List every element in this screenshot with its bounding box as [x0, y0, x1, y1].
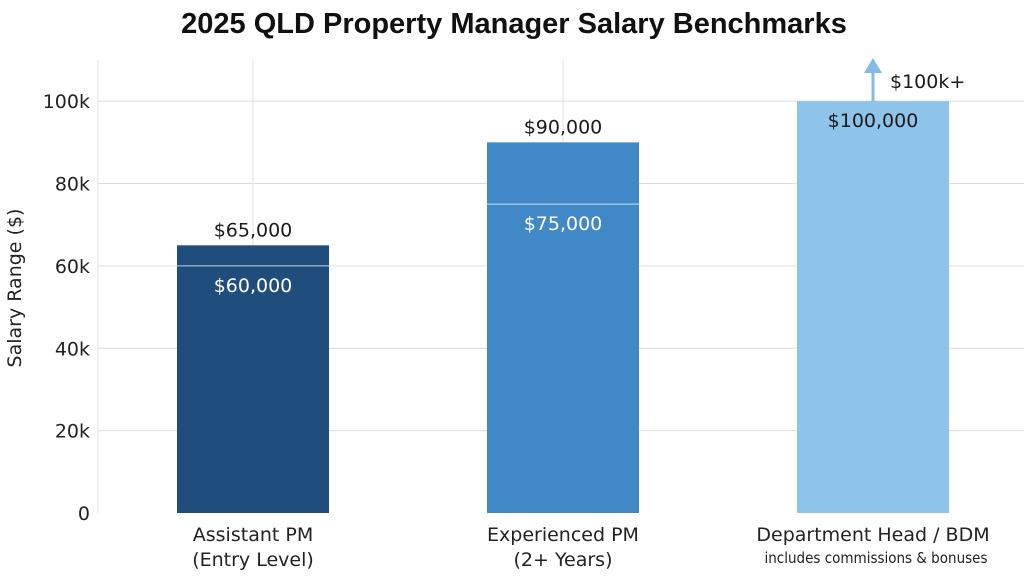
y-tick-label: 100k: [43, 91, 90, 113]
open-ended-label: $100k+: [890, 71, 965, 93]
category-label: Department Head / BDM: [756, 524, 989, 546]
y-tick-label: 40k: [55, 338, 90, 360]
category-label: Experienced PM: [487, 524, 639, 546]
bars: [177, 101, 949, 513]
category-note: includes commissions & bonuses: [765, 549, 988, 567]
category-sublabel: (Entry Level): [192, 549, 314, 571]
low-value-label: $75,000: [524, 213, 603, 235]
high-value-label: $65,000: [214, 219, 293, 241]
category-sublabel: (2+ Years): [514, 549, 613, 571]
value-label: $100,000: [828, 110, 919, 132]
bar-2: [487, 142, 639, 513]
up-arrow-icon: [864, 58, 882, 73]
y-tick-label: 20k: [55, 421, 90, 443]
y-tick-label: 80k: [55, 174, 90, 196]
category-label: Assistant PM: [193, 524, 313, 546]
bar-3: [797, 101, 949, 513]
y-tick-label: 0: [78, 503, 90, 525]
bar-1: [177, 245, 329, 513]
x-axis-categories: Assistant PM (Entry Level) Experienced PM (…: [192, 524, 989, 571]
y-tick-label: 60k: [55, 256, 90, 278]
low-value-label: $60,000: [214, 275, 293, 297]
high-value-label: $90,000: [524, 116, 603, 138]
y-axis-ticks: 0 20k 40k 60k 80k 100k: [43, 91, 90, 525]
bar-labels: $65,000 $60,000 $90,000 $75,000 $100,000 $100…: [214, 58, 965, 297]
chart-title: 2025 QLD Property Manager Salary Benchma…: [181, 8, 847, 40]
y-axis-label: Salary Range ($): [4, 209, 26, 368]
